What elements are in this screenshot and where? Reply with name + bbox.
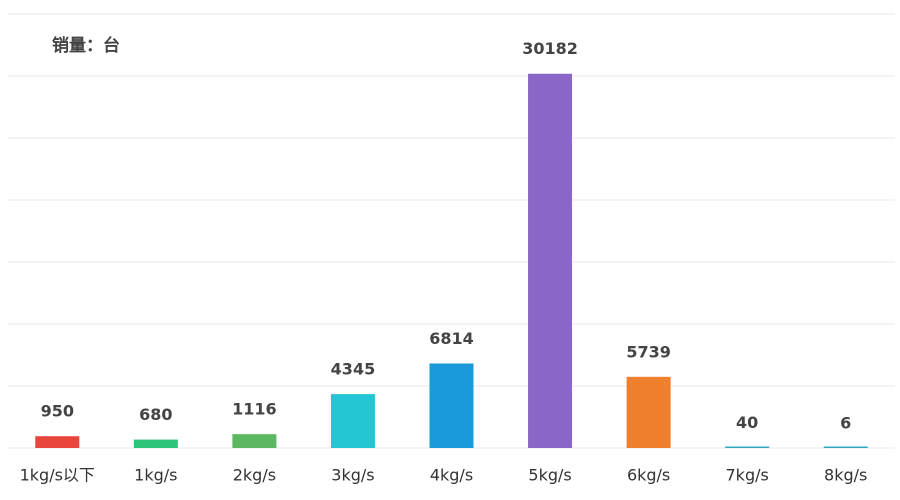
bar <box>429 363 474 448</box>
data-label: 680 <box>139 405 172 424</box>
x-tick-label: 7kg/s <box>726 466 769 485</box>
bar <box>35 436 80 448</box>
data-label: 4345 <box>331 360 376 379</box>
bar <box>133 439 178 448</box>
data-label: 6 <box>840 413 851 432</box>
bar <box>823 446 868 448</box>
data-label: 6814 <box>429 329 474 348</box>
x-tick-label: 8kg/s <box>824 466 867 485</box>
data-label: 5739 <box>626 342 671 361</box>
y-axis-label: 销量：台 <box>52 35 120 56</box>
bar <box>626 376 671 448</box>
bar <box>725 446 770 448</box>
x-tick-label: 1kg/s以下 <box>20 466 95 485</box>
data-label: 40 <box>736 413 758 432</box>
x-tick-label: 6kg/s <box>627 466 670 485</box>
x-tick-label: 3kg/s <box>331 466 374 485</box>
bar <box>330 394 375 448</box>
x-tick-label: 5kg/s <box>528 466 571 485</box>
data-label: 950 <box>41 402 74 421</box>
x-tick-label: 2kg/s <box>233 466 276 485</box>
data-label: 1116 <box>232 400 277 419</box>
x-tick-label: 1kg/s <box>134 466 177 485</box>
bar <box>232 434 277 448</box>
bar <box>528 73 573 449</box>
data-label: 30182 <box>522 39 578 58</box>
x-tick-label: 4kg/s <box>430 466 473 485</box>
